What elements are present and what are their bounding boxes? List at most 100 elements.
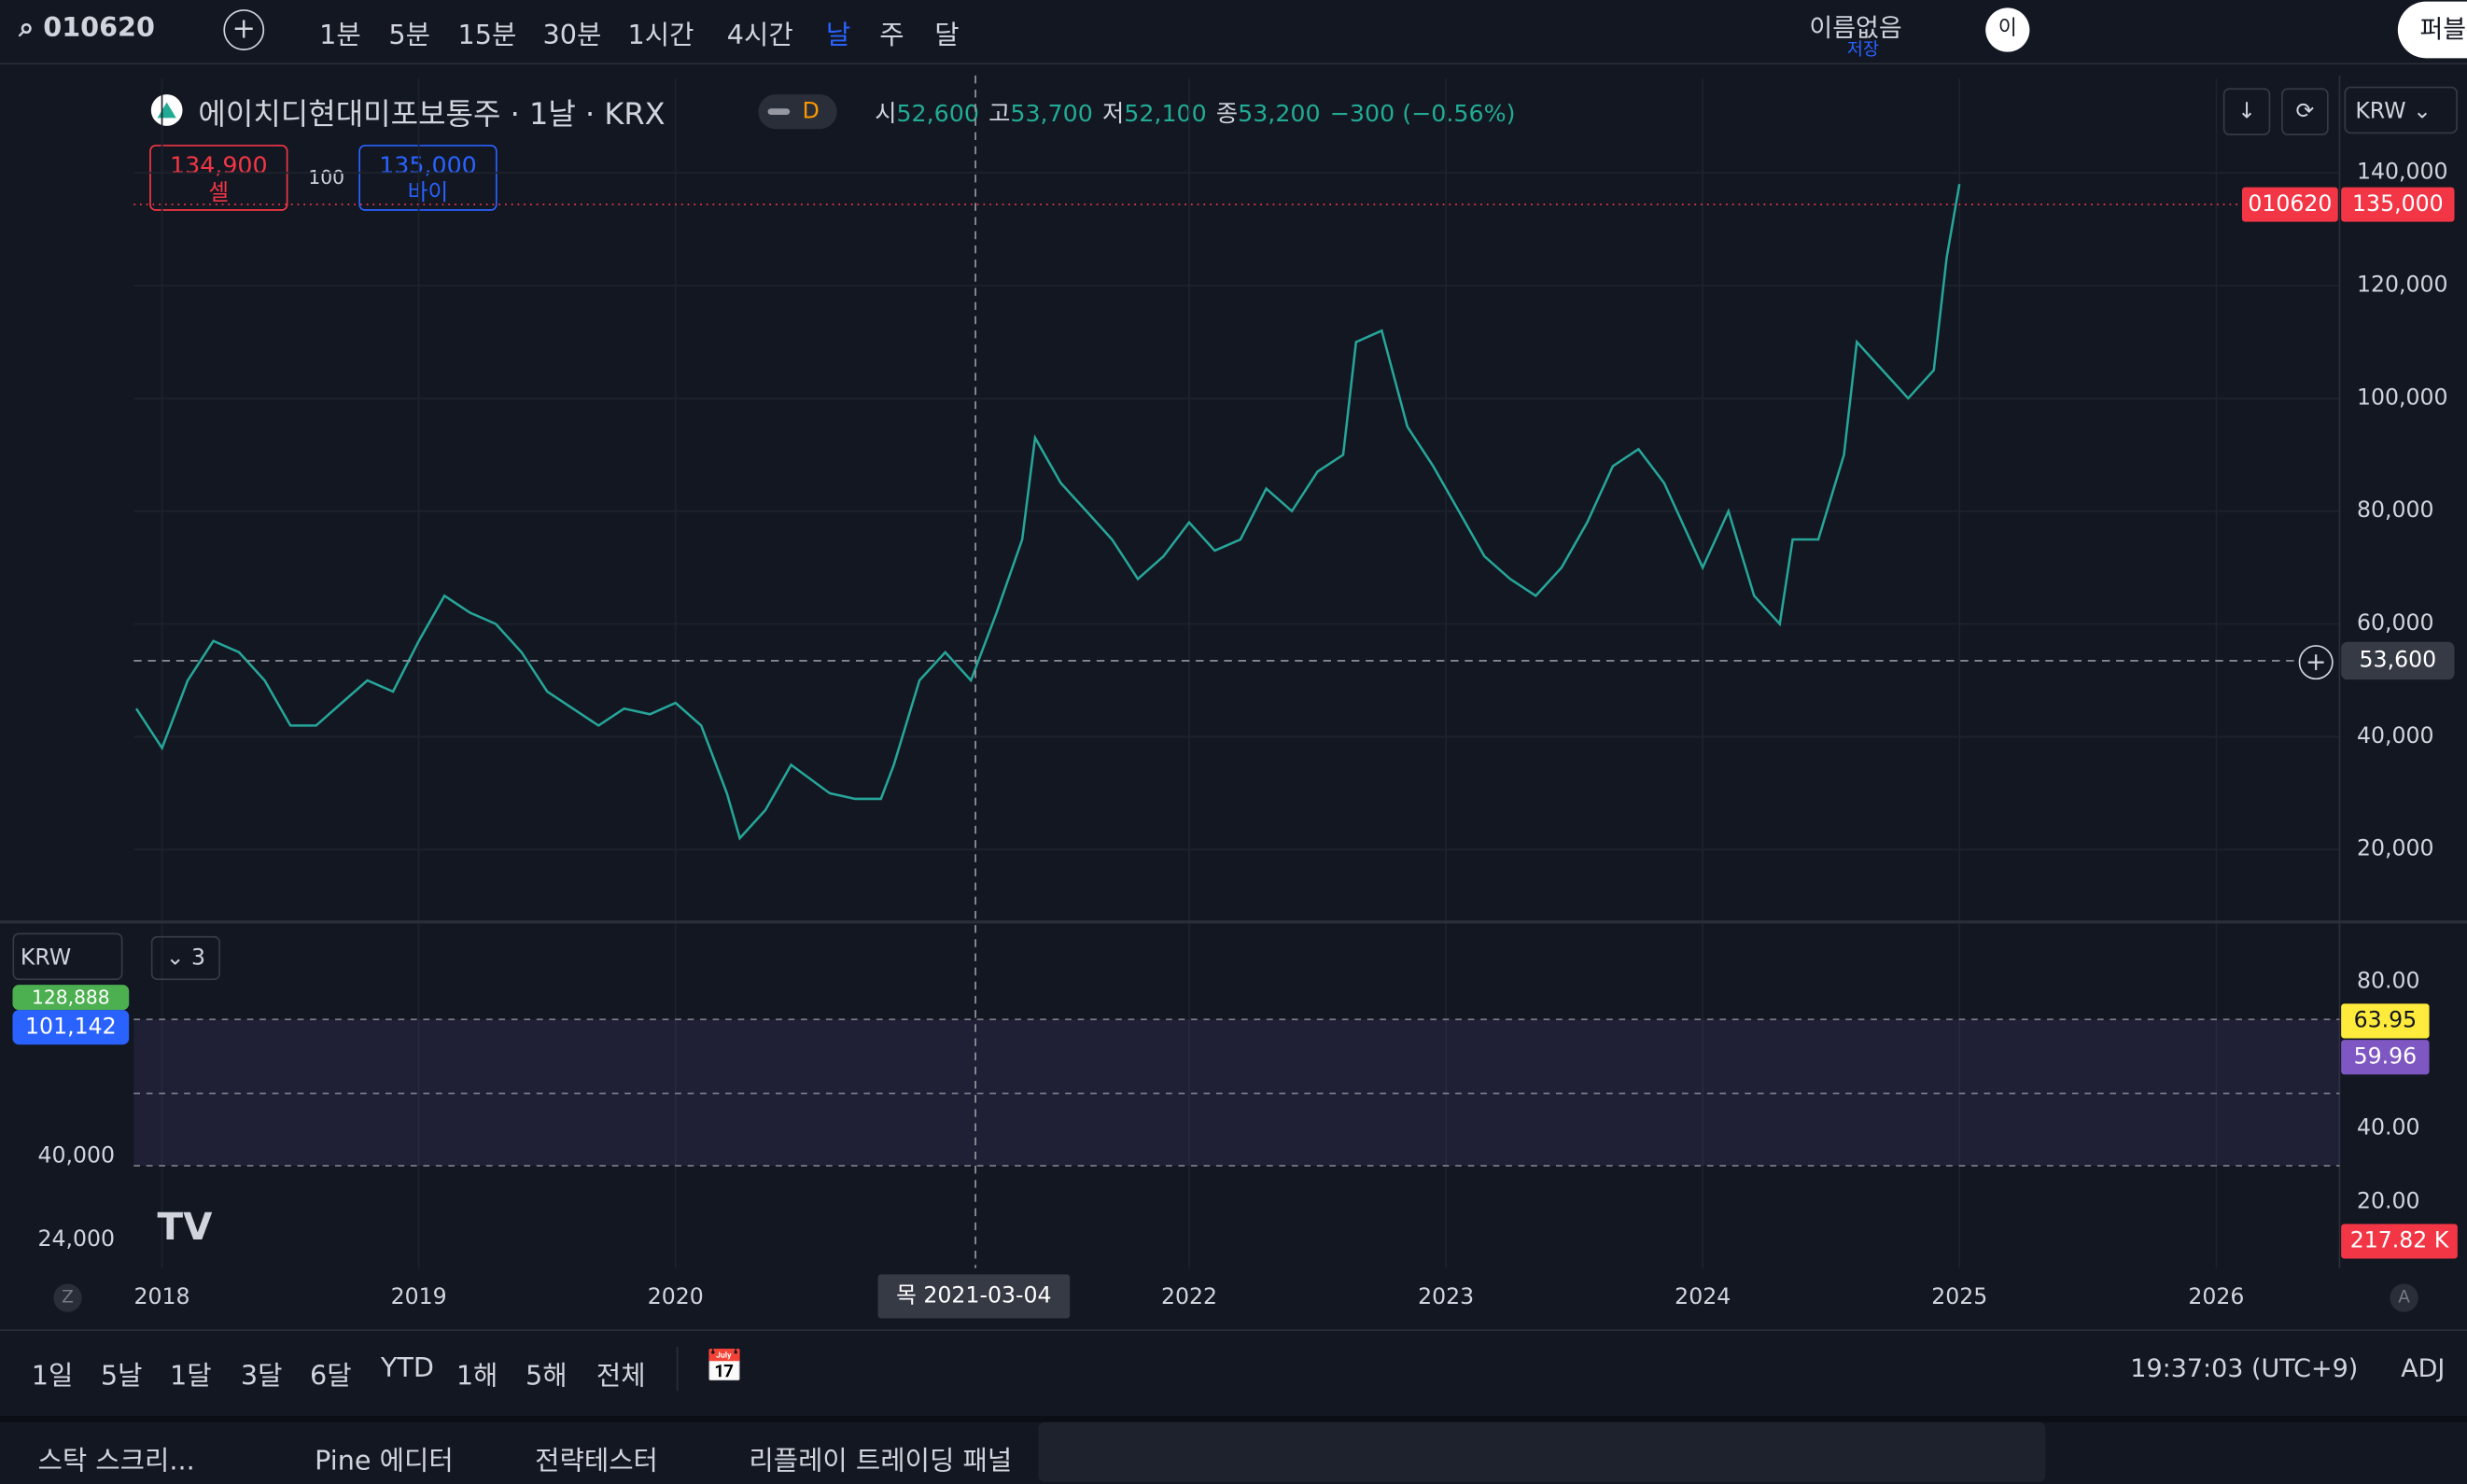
- ohlc-value: 53,200: [1238, 99, 1321, 128]
- y-tick-label: 100,000: [2357, 384, 2448, 410]
- interval[interactable]: 30분: [542, 20, 602, 52]
- hidden-value: 128,888: [12, 985, 130, 1011]
- interval[interactable]: 날: [825, 20, 851, 52]
- symbol: 010620: [43, 12, 155, 45]
- y-tick-label: 120,000: [2357, 272, 2448, 298]
- ohlc-value: 52,600: [896, 99, 979, 128]
- y-tick-label: 20,000: [2357, 835, 2434, 861]
- drawing-toolbar: [1038, 1421, 2046, 1482]
- x-tick-label: 2022: [1161, 1283, 1217, 1309]
- interval[interactable]: 주: [879, 20, 904, 52]
- add-alert[interactable]: +: [2298, 645, 2334, 680]
- interval[interactable]: 달: [934, 20, 960, 52]
- x-tick-label: 2019: [391, 1283, 447, 1309]
- ohlc-label: 종: [1215, 99, 1239, 128]
- x-tick-label: 2023: [1418, 1283, 1474, 1309]
- x-tick-label: 2025: [1931, 1283, 1987, 1309]
- ohlc: 시52,600 고53,700 저52,100 종53,200 −300 (−0.56%…: [875, 96, 1515, 129]
- adjust[interactable]: ADJ: [2401, 1352, 2446, 1383]
- x-tick-label: 2020: [648, 1283, 704, 1309]
- range-bar: [0, 1329, 2467, 1409]
- indicator-count: 3: [191, 945, 206, 972]
- clock[interactable]: 19:37:03 (UTC+9): [2130, 1352, 2359, 1383]
- sell-price: 134,900: [170, 150, 268, 180]
- currency-select[interactable]: KRW ⌄: [2344, 86, 2458, 134]
- y-tick-label: 80,000: [2357, 497, 2434, 523]
- avatar[interactable]: 이: [1985, 7, 2030, 52]
- symbol-logo: [150, 94, 183, 126]
- indicator-currency[interactable]: KRW: [12, 932, 123, 981]
- divider: [676, 1346, 679, 1392]
- save-status[interactable]: 저장: [1846, 39, 1880, 61]
- price-line: [134, 183, 1961, 841]
- rsi-value: 63.95: [2341, 1003, 2430, 1039]
- chart-title: 에이치디현대미포보통주 · 1날 · KRX: [198, 97, 666, 133]
- range[interactable]: 1해: [456, 1361, 498, 1393]
- scroll-button[interactable]: ↓: [2222, 88, 2271, 135]
- ohlc-label: 고: [988, 99, 1011, 128]
- layout-name[interactable]: 이름없음: [1809, 12, 1902, 43]
- interval[interactable]: 15분: [457, 20, 517, 52]
- x-tick-label: 2026: [2188, 1283, 2244, 1309]
- interval[interactable]: 5분: [388, 20, 430, 52]
- top-toolbar: [0, 0, 2467, 65]
- rsi-band: [133, 1019, 2340, 1167]
- range[interactable]: 6달: [310, 1361, 352, 1393]
- bottom-tab[interactable]: 스탁 스크리...: [37, 1446, 195, 1477]
- ohlc-value: 53,700: [1010, 99, 1093, 128]
- market-status[interactable]: D: [758, 94, 837, 130]
- buy-price: 135,000: [379, 150, 477, 180]
- volume-value: 217.82 K: [2341, 1224, 2458, 1259]
- ohlc-label: 저: [1101, 99, 1125, 128]
- last-price: 135,000: [2341, 187, 2455, 222]
- logo[interactable]: TV: [157, 1205, 213, 1250]
- indicator-value: 101,142: [12, 1010, 130, 1045]
- interval[interactable]: 1시간: [627, 20, 694, 52]
- indicator-toggle[interactable]: ⌄ 3: [150, 935, 220, 981]
- range[interactable]: 3달: [240, 1361, 283, 1393]
- indicator-left-label: 24,000: [37, 1226, 116, 1253]
- y-tick-label: 140,000: [2357, 159, 2448, 185]
- ohlc-value: 52,100: [1124, 99, 1207, 128]
- scale-a[interactable]: A: [2390, 1283, 2418, 1312]
- bottom-tab[interactable]: 리플레이 트레이딩 패널: [749, 1446, 1013, 1477]
- indicator-right-label: 80.00: [2357, 969, 2420, 995]
- range[interactable]: 5날: [100, 1361, 143, 1393]
- sell-button[interactable]: 134,900 셀: [149, 145, 288, 211]
- add-symbol[interactable]: +: [223, 9, 265, 50]
- publish-button[interactable]: 퍼블: [2397, 1, 2467, 59]
- indicator-left-label: 40,000: [37, 1143, 116, 1169]
- scale-z[interactable]: Z: [53, 1283, 82, 1312]
- range[interactable]: YTD: [380, 1352, 434, 1385]
- range[interactable]: 전체: [596, 1361, 646, 1393]
- indicator-right-label: 20.00: [2357, 1189, 2420, 1215]
- sell-label: 셀: [208, 180, 230, 206]
- quantity[interactable]: 100: [308, 166, 344, 189]
- date-range-button[interactable]: 📅: [705, 1346, 745, 1385]
- bottom-tab[interactable]: 전략테스터: [535, 1446, 658, 1477]
- reset-button[interactable]: ⟳: [2281, 88, 2329, 135]
- range[interactable]: 1일: [31, 1361, 74, 1393]
- ohlc-label: 시: [875, 99, 897, 128]
- buy-label: 바이: [407, 180, 449, 206]
- interval[interactable]: 4시간: [726, 20, 793, 52]
- x-tick-label: 2024: [1675, 1283, 1731, 1309]
- currency: KRW: [2355, 99, 2406, 125]
- rsi-ma-value: 59.96: [2341, 1040, 2430, 1075]
- symbol-search[interactable]: ⌕ 010620: [19, 12, 155, 45]
- interval[interactable]: 1분: [319, 20, 361, 52]
- bottom-tab[interactable]: Pine 에디터: [315, 1446, 454, 1477]
- buy-button[interactable]: 135,000 바이: [358, 145, 498, 211]
- crosshair-price: 53,600: [2341, 641, 2455, 680]
- x-tick-label: 2018: [134, 1283, 190, 1309]
- range[interactable]: 5해: [525, 1361, 568, 1393]
- y-tick-label: 40,000: [2357, 722, 2434, 749]
- indicator-right-label: 40.00: [2357, 1115, 2420, 1141]
- crosshair-date: 목 2021-03-04: [877, 1274, 1071, 1319]
- range[interactable]: 1달: [170, 1361, 212, 1393]
- change: −300 (−0.56%): [1329, 99, 1516, 128]
- symbol-tag: 010620: [2241, 187, 2338, 222]
